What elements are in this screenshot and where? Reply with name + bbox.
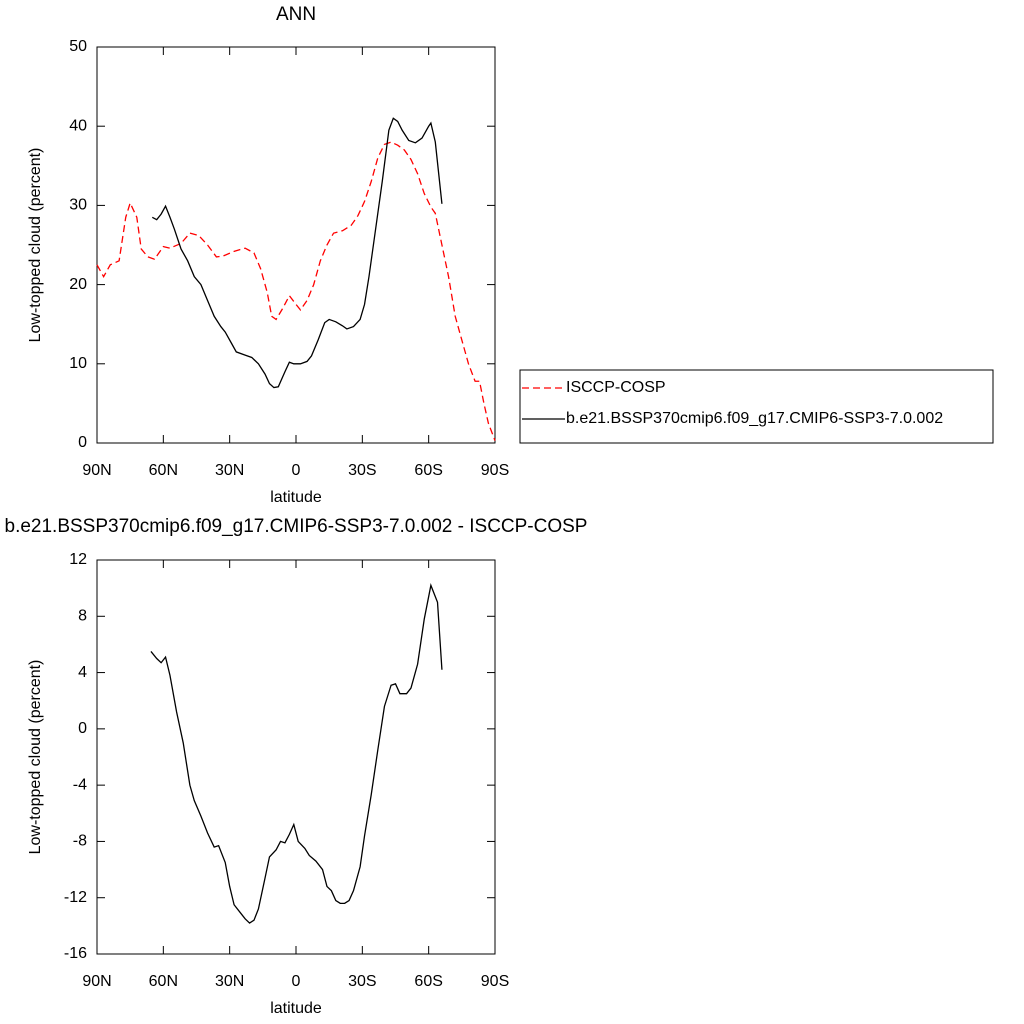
x-tick-label: 90S: [481, 462, 509, 479]
chart-title: b.e21.BSSP370cmip6.f09_g17.CMIP6-SSP3-7.…: [5, 516, 588, 537]
y-axis-label: Low-topped cloud (percent): [27, 660, 44, 855]
x-tick-label: 0: [292, 973, 301, 990]
legend-label: ISCCP-COSP: [566, 379, 666, 396]
y-tick-label: -4: [73, 776, 87, 793]
x-tick-label: 60S: [414, 973, 442, 990]
plot-frame: [96, 559, 496, 955]
data-line: [150, 583, 443, 924]
y-tick-label: -12: [64, 889, 87, 906]
x-tick-label: 30S: [348, 462, 376, 479]
x-tick-label: 60S: [414, 462, 442, 479]
legend-label: b.e21.BSSP370cmip6.f09_g17.CMIP6-SSP3-7.…: [566, 410, 943, 427]
y-tick-label: 20: [69, 276, 87, 293]
y-tick-label: 12: [69, 551, 87, 568]
legend-box: [519, 369, 994, 444]
x-tick-label: 30S: [348, 973, 376, 990]
y-tick-label: 8: [78, 608, 87, 625]
x-tick-label: 30N: [215, 462, 244, 479]
y-tick-label: 40: [69, 117, 87, 134]
x-tick-label: 0: [292, 462, 301, 479]
y-tick-label: -16: [64, 945, 87, 962]
y-axis-label: Low-topped cloud (percent): [27, 148, 44, 343]
y-tick-label: 4: [78, 664, 87, 681]
x-tick-label: 90S: [481, 973, 509, 990]
x-axis-label: latitude: [270, 489, 322, 506]
y-tick-label: 0: [78, 434, 87, 451]
y-tick-label: 50: [69, 38, 87, 55]
chart-title: ANN: [276, 4, 316, 25]
y-tick-label: -8: [73, 833, 87, 850]
plot-frame: [96, 46, 496, 444]
legend: ISCCP-COSP b.e21.BSSP370cmip6.f09_g17.CMI…: [519, 369, 994, 444]
x-tick-label: 60N: [149, 462, 178, 479]
x-axis-label: latitude: [270, 1000, 322, 1017]
x-tick-label: 90N: [82, 462, 111, 479]
y-tick-label: 10: [69, 355, 87, 372]
data-line: [96, 141, 496, 441]
y-tick-label: 30: [69, 197, 87, 214]
data-line: [151, 117, 443, 389]
x-tick-label: 60N: [149, 973, 178, 990]
x-tick-label: 30N: [215, 973, 244, 990]
x-tick-label: 90N: [82, 973, 111, 990]
y-tick-label: 0: [78, 720, 87, 737]
